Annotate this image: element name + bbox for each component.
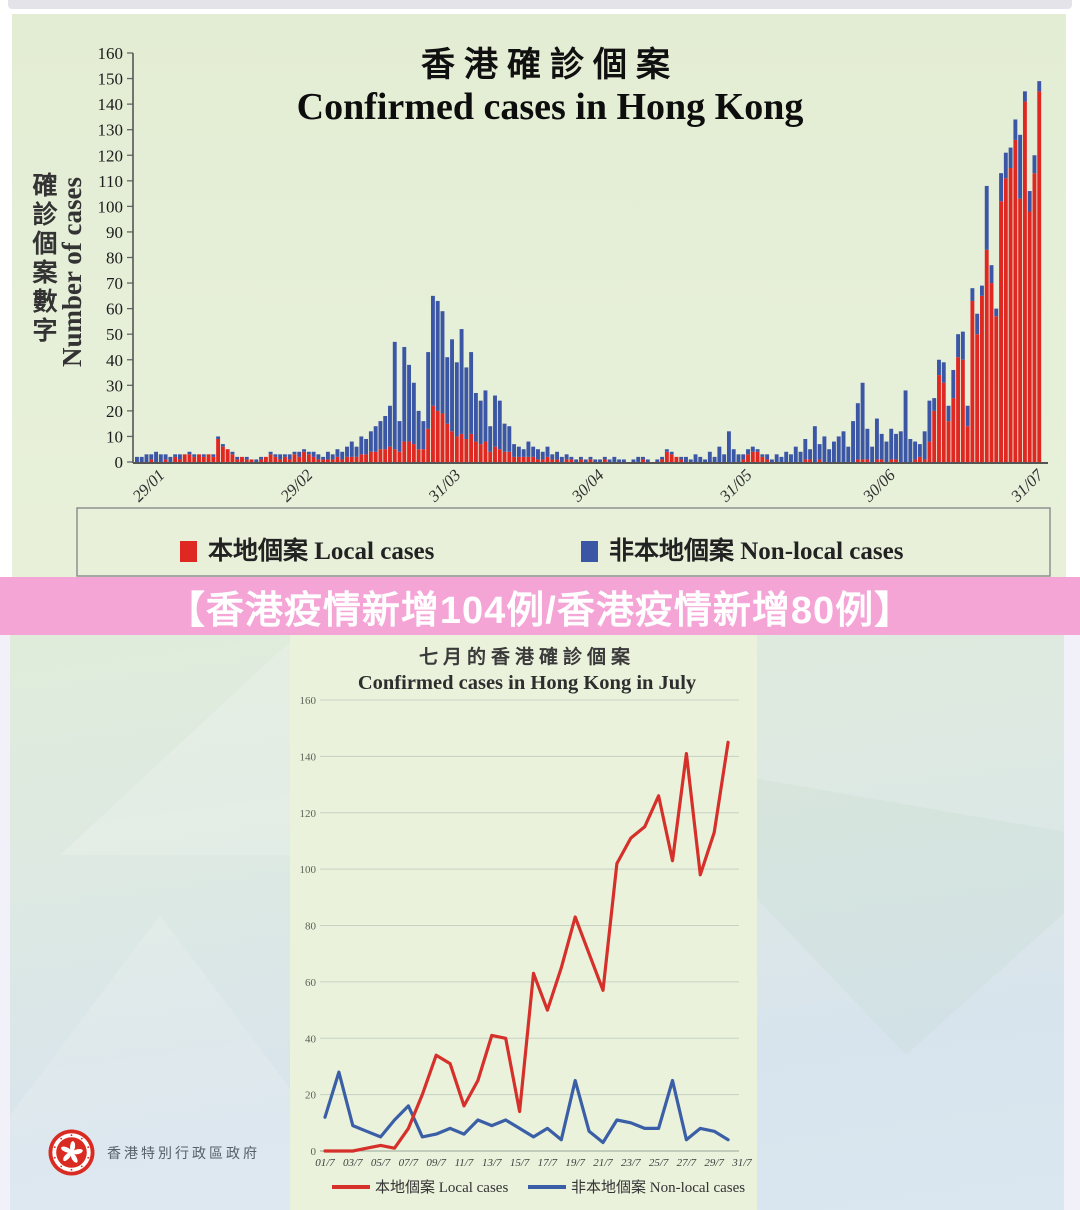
line-y-tick-label: 100: [300, 864, 317, 876]
bar-chart-title-en: Confirmed cases in Hong Kong: [297, 86, 804, 128]
bauhinia-flower-icon: [61, 1141, 83, 1163]
bar-legend-box: [76, 507, 1051, 577]
line-x-tick-label: 05/7: [371, 1157, 391, 1169]
bar-x-tick-label: 31/07: [1006, 465, 1047, 506]
bar-y-tick-label: 130: [98, 121, 124, 140]
bar-legend: 本地個案 Local cases 非本地個案 Non-local cases: [180, 536, 904, 565]
line-chart-title-en: Confirmed cases in Hong Kong in July: [358, 672, 697, 694]
headline-text: 【香港疫情新增104例/香港疫情新增80例】: [166, 589, 914, 632]
line-x-tick-label: 07/7: [399, 1157, 419, 1169]
line-legend: 本地個案 Local cases 非本地個案 Non-local cases: [332, 1178, 745, 1196]
line-x-tick-label: 17/7: [538, 1157, 558, 1169]
bar-y-tick-label: 30: [106, 376, 123, 395]
line-x-tick-label: 11/7: [455, 1157, 474, 1169]
bar-y-tick-label: 60: [106, 300, 123, 319]
line-x-tick-label: 09/7: [426, 1157, 446, 1169]
line-x-tick-label: 01/7: [315, 1157, 335, 1169]
line-y-tick-label: 0: [311, 1146, 317, 1158]
bars-local-cases: [149, 91, 1042, 463]
bar-y-axis-title-zh-char: 數: [32, 288, 57, 316]
right-margin-strip: [1064, 635, 1080, 1210]
bar-y-tick-label: 150: [98, 70, 124, 89]
line-x-tick-label: 27/7: [677, 1157, 697, 1169]
line-non-local-cases: [323, 1070, 730, 1145]
bar-y-axis-title-en: Number of cases: [57, 177, 87, 367]
legend-label-local: 本地個案 Local cases: [208, 536, 435, 565]
line-y-tick-label: 20: [305, 1090, 317, 1102]
headline-banner: 【香港疫情新增104例/香港疫情新增80例】: [0, 577, 1080, 635]
bar-x-tick-label: 31/03: [424, 465, 465, 506]
bar-y-axis-title-zh-char: 診: [32, 200, 58, 229]
line-y-tick-label: 140: [300, 751, 317, 763]
july-cases-line-chart: 七月的香港確診個案 Confirmed cases in Hong Kong in…: [300, 645, 753, 1196]
line-chart-title-zh: 七月的香港確診個案: [419, 645, 635, 668]
bar-y-tick-label: 140: [98, 95, 124, 114]
bar-y-tick-label: 70: [106, 274, 123, 293]
legend-label-non-local: 非本地個案 Non-local cases: [609, 536, 904, 565]
line-x-tick-label: 21/7: [593, 1157, 613, 1169]
bar-y-tick-label: 20: [106, 402, 123, 421]
bars-non-local-cases: [135, 81, 1042, 462]
line-x-tick-label: 23/7: [621, 1157, 641, 1169]
bar-y-axis-title-zh-char: 確: [32, 172, 57, 200]
bar-y-tick-label: 110: [98, 172, 123, 191]
bar-y-tick-label: 160: [98, 44, 124, 63]
line-x-axis: 01/7 03/7 05/7 07/7 09/7 11/7 13/7 15/7 17/7 19/7…: [315, 1157, 752, 1169]
footer-brand: 香港特別行政區政府: [48, 1129, 260, 1176]
legend-label-local: 本地個案 Local cases: [375, 1178, 508, 1196]
line-x-tick-label: 15/7: [510, 1157, 530, 1169]
line-y-tick-label: 120: [300, 808, 317, 820]
bar-y-tick-label: 120: [98, 146, 124, 165]
bar-chart-title-zh: 香港確診個案: [421, 46, 679, 84]
bar-y-tick-label: 80: [106, 249, 123, 268]
bar-y-tick-label: 50: [106, 325, 123, 344]
line-x-tick-label: 19/7: [565, 1157, 585, 1169]
line-x-tick-label: 13/7: [482, 1157, 502, 1169]
bar-x-tick-label: 29/01: [128, 465, 168, 505]
line-y-tick-label: 60: [305, 977, 317, 989]
bar-y-axis: 0 10 20 30 40 50 60 70 80 90 100 110 120 130 140 150 160: [98, 44, 133, 472]
line-local-cases: [323, 740, 730, 1153]
legend-swatch-non-local: [581, 541, 598, 562]
line-y-tick-label: 160: [300, 695, 317, 707]
bar-x-tick-label: 30/04: [567, 465, 608, 506]
bar-y-tick-label: 0: [115, 453, 124, 472]
line-x-tick-label: 03/7: [343, 1157, 363, 1169]
bar-x-axis: 29/01 29/02 31/03 30/04 31/05 30/06 31/07: [128, 465, 1047, 506]
bar-y-axis-title-zh-char: 案: [31, 258, 58, 287]
line-y-tick-label: 40: [305, 1033, 317, 1045]
bar-x-tick-label: 29/02: [276, 465, 316, 505]
bar-y-tick-label: 100: [98, 197, 124, 216]
left-margin-strip: [0, 635, 10, 1210]
bar-y-tick-label: 40: [106, 351, 123, 370]
bar-x-tick-label: 31/05: [715, 465, 756, 506]
bar-y-tick-label: 10: [106, 427, 123, 446]
bar-y-tick-label: 90: [106, 223, 123, 242]
bar-x-tick-label: 30/06: [858, 465, 899, 506]
government-label: 香港特別行政區政府: [107, 1144, 260, 1161]
bottom-chart-card: 七月的香港確診個案 Confirmed cases in Hong Kong in…: [290, 635, 757, 1210]
bottom-section: 七月的香港確診個案 Confirmed cases in Hong Kong in…: [0, 635, 1080, 1210]
bar-y-axis-title-zh-char: 個: [31, 230, 57, 258]
legend-swatch-local: [180, 541, 197, 562]
line-y-tick-label: 80: [305, 921, 317, 933]
top-chart-card: 香港確診個案 Confirmed cases in Hong Kong 確診個案數字…: [12, 14, 1066, 577]
line-x-tick-label: 29/7: [704, 1157, 724, 1169]
legend-label-non-local: 非本地個案 Non-local cases: [571, 1178, 745, 1196]
bar-y-axis-title-zh-char: 字: [32, 316, 57, 345]
top-strip: [8, 0, 1072, 9]
hk-government-emblem-icon: [48, 1129, 95, 1176]
line-x-tick-label: 25/7: [649, 1157, 669, 1169]
line-x-tick-label: 31/7: [731, 1157, 752, 1169]
